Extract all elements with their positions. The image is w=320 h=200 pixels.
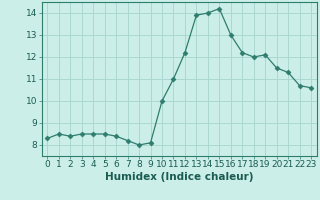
X-axis label: Humidex (Indice chaleur): Humidex (Indice chaleur): [105, 172, 253, 182]
